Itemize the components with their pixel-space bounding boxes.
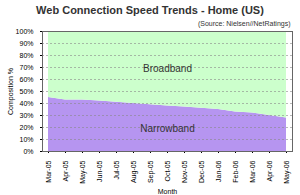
- svg-text:Aug-05: Aug-05: [130, 160, 138, 183]
- svg-text:20%: 20%: [19, 124, 33, 131]
- svg-text:80%: 80%: [19, 52, 33, 59]
- svg-text:100%: 100%: [16, 28, 34, 35]
- svg-text:Narrowband: Narrowband: [140, 123, 194, 134]
- svg-text:60%: 60%: [19, 76, 33, 83]
- svg-text:Jun-05: Jun-05: [96, 160, 103, 182]
- svg-text:Mar-06: Mar-06: [249, 160, 256, 182]
- svg-text:Feb-06: Feb-06: [232, 160, 239, 182]
- svg-text:Month: Month: [158, 188, 178, 195]
- svg-text:(Source: Nielsen//NetRatings): (Source: Nielsen//NetRatings): [198, 20, 291, 28]
- svg-text:0%: 0%: [23, 148, 33, 155]
- svg-text:May-05: May-05: [79, 160, 87, 183]
- svg-text:Broadband: Broadband: [143, 63, 192, 74]
- html-text:Web Connection Speed Trends -: Web Connection Speed Trends - Home (US): [36, 4, 264, 16]
- svg-text:30%: 30%: [19, 112, 33, 119]
- svg-text:Dec-05: Dec-05: [198, 160, 205, 183]
- svg-text:70%: 70%: [19, 64, 33, 71]
- svg-text:Apr-05: Apr-05: [62, 160, 70, 181]
- svg-text:Sep-05: Sep-05: [147, 160, 155, 183]
- svg-text:Jan-06: Jan-06: [215, 160, 222, 182]
- svg-text:Mar-05: Mar-05: [45, 160, 52, 182]
- svg-text:May-06: May-06: [283, 160, 291, 183]
- svg-text:Oct-05: Oct-05: [164, 160, 171, 181]
- svg-text:Composition %: Composition %: [7, 68, 15, 115]
- svg-text:Jul-05: Jul-05: [113, 160, 120, 179]
- svg-text:90%: 90%: [19, 40, 33, 47]
- svg-text:40%: 40%: [19, 100, 33, 107]
- svg-text:50%: 50%: [19, 88, 33, 95]
- svg-text:10%: 10%: [19, 136, 33, 143]
- svg-text:Nov-05: Nov-05: [181, 160, 188, 183]
- svg-text:Apr-06: Apr-06: [266, 160, 274, 181]
